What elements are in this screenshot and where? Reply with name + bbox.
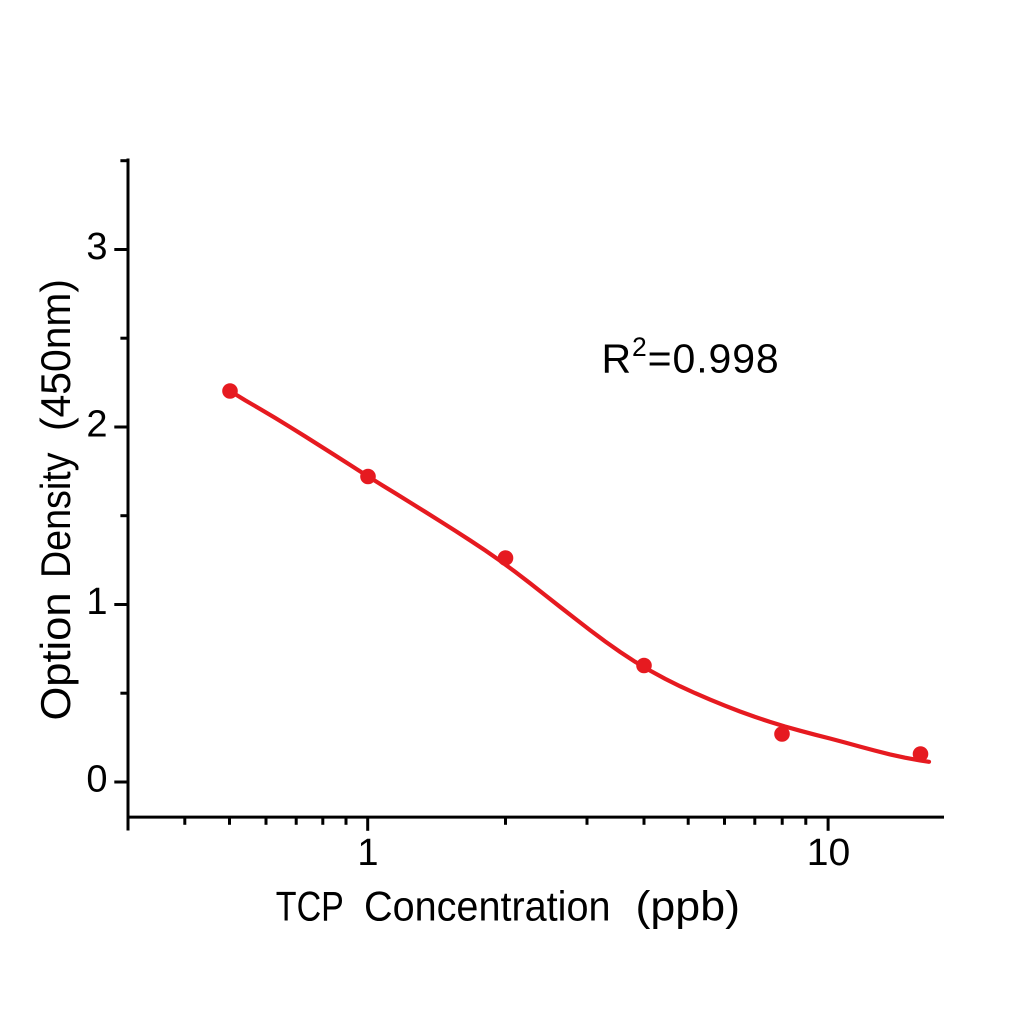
svg-text:2: 2 (86, 403, 107, 445)
svg-text:(ppb): (ppb) (636, 882, 741, 929)
svg-text:Concentration: Concentration (364, 882, 611, 929)
svg-text:Option: Option (32, 593, 79, 721)
svg-text:3: 3 (86, 226, 107, 268)
svg-text:1: 1 (86, 581, 107, 623)
svg-text:(450nm): (450nm) (32, 279, 79, 431)
svg-text:1: 1 (357, 832, 378, 874)
svg-text:0: 0 (86, 758, 107, 800)
svg-text:Density: Density (32, 453, 79, 579)
svg-text:TCP: TCP (276, 882, 344, 929)
svg-text:R2=0.998: R2=0.998 (602, 332, 780, 382)
svg-text:10: 10 (807, 832, 851, 874)
